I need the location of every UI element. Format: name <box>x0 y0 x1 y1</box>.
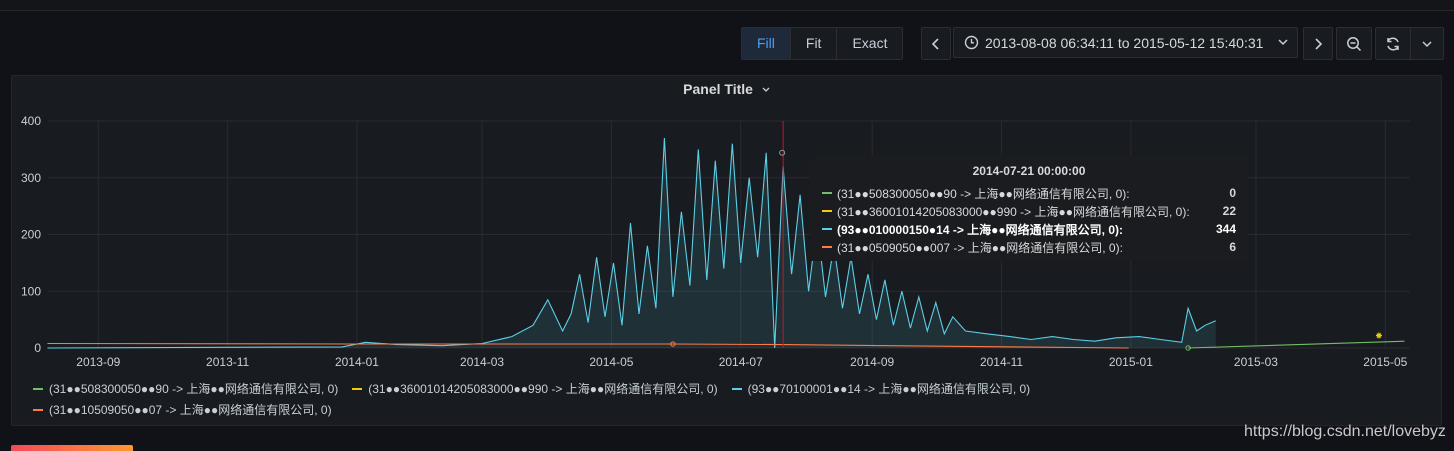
y-tick-label: 200 <box>21 228 41 242</box>
legend-item[interactable]: (93●●70100001●●14 -> 上海●●网络通信有限公司, 0) <box>731 380 1031 397</box>
crosshair <box>670 121 1191 351</box>
x-tick-label: 2015-03 <box>1234 355 1278 369</box>
y-tick-label: 300 <box>21 171 41 185</box>
x-tick-label: 2014-09 <box>850 355 894 369</box>
legend: (31●●508300050●●90 -> 上海●●网络通信有限公司, 0) (3… <box>33 378 1413 420</box>
y-tick-label: 400 <box>21 114 41 128</box>
panel-header[interactable]: Panel Title <box>0 81 1454 97</box>
refresh-button[interactable] <box>1376 28 1411 59</box>
tooltip-row: (31●●0509050●●007 -> 上海●●网络通信有限公司, 0): 6 <box>822 238 1236 256</box>
hover-point <box>779 149 786 156</box>
refresh-interval-dropdown[interactable] <box>1411 28 1443 59</box>
legend-color-swatch <box>352 387 363 390</box>
tooltip-series-value: 344 <box>1215 222 1236 236</box>
graph-tooltip: 2014-07-21 00:00:00 (31●●508300050●●90 -… <box>810 155 1248 261</box>
tooltip-series-label: (93●●010000150●14 -> 上海●●网络通信有限公司, 0): <box>837 222 1124 237</box>
x-axis: 2013-09 2013-11 2014-01 2014-03 2014-05 2014-… <box>76 355 1407 369</box>
zoom-out-icon <box>1347 36 1362 51</box>
clock-icon <box>964 35 979 50</box>
legend-label: (93●●70100001●●14 -> 上海●●网络通信有限公司, 0) <box>747 382 1031 396</box>
x-tick-label: 2015-01 <box>1109 355 1153 369</box>
x-tick-label: 2013-11 <box>206 355 249 369</box>
chevron-left-icon <box>931 37 939 50</box>
panel-title: Panel Title <box>683 81 753 97</box>
x-tick-label: 2015-05 <box>1363 355 1407 369</box>
series-yellow-line <box>1375 332 1382 339</box>
tooltip-row: (31●●508300050●●90 -> 上海●●网络通信有限公司, 0): 0 <box>822 184 1236 202</box>
tooltip-series-label: (31●●36001014205083000●●990 -> 上海●●网络通信有… <box>837 204 1190 219</box>
series-orange-line <box>47 342 1129 349</box>
x-tick-label: 2014-03 <box>460 355 504 369</box>
tooltip-row: (31●●36001014205083000●●990 -> 上海●●网络通信有… <box>822 202 1236 220</box>
x-tick-label: 2014-07 <box>719 355 763 369</box>
series-color-swatch <box>822 246 832 248</box>
series-color-swatch <box>822 210 832 212</box>
legend-label: (31●●36001014205083000●●990 -> 上海●●网络通信有… <box>368 382 718 396</box>
legend-label: (31●●10509050●●07 -> 上海●●网络通信有限公司, 0) <box>49 403 332 417</box>
legend-item[interactable]: (31●●10509050●●07 -> 上海●●网络通信有限公司, 0) <box>33 401 332 418</box>
x-tick-label: 2013-09 <box>76 355 120 369</box>
view-mode-toggle: Fill Fit Exact <box>741 27 904 60</box>
tooltip-series-value: 6 <box>1229 240 1236 254</box>
fit-button[interactable]: Fit <box>791 28 838 59</box>
x-tick-label: 2014-01 <box>335 355 379 369</box>
time-back-button[interactable] <box>921 27 951 60</box>
legend-color-swatch <box>33 408 43 411</box>
refresh-icon <box>1387 36 1399 51</box>
legend-item[interactable]: (31●●508300050●●90 -> 上海●●网络通信有限公司, 0) <box>33 380 338 397</box>
refresh-group <box>1375 27 1444 60</box>
tooltip-series-label: (31●●508300050●●90 -> 上海●●网络通信有限公司, 0): <box>837 186 1130 201</box>
y-tick-label: 0 <box>34 341 41 355</box>
x-tick-label: 2014-05 <box>589 355 633 369</box>
watermark: https://blog.csdn.net/lovebyz <box>1244 423 1446 440</box>
hover-point <box>1185 345 1191 351</box>
chevron-down-icon <box>1422 40 1432 47</box>
series-color-swatch <box>822 228 832 230</box>
y-tick-label: 100 <box>21 284 41 298</box>
legend-label: (31●●508300050●●90 -> 上海●●网络通信有限公司, 0) <box>49 382 339 396</box>
legend-color-swatch <box>731 387 742 390</box>
legend-item[interactable]: (31●●36001014205083000●●990 -> 上海●●网络通信有… <box>352 380 718 397</box>
y-axis: 0 100 200 300 400 <box>21 114 41 355</box>
chevron-down-icon <box>1278 39 1288 46</box>
next-panel-indicator <box>11 445 133 451</box>
x-tick-label: 2014-11 <box>980 355 1023 369</box>
series-color-swatch <box>822 192 832 194</box>
time-forward-button[interactable] <box>1303 27 1333 60</box>
tooltip-series-label: (31●●0509050●●007 -> 上海●●网络通信有限公司, 0): <box>837 240 1123 255</box>
chevron-down-icon <box>762 87 770 92</box>
exact-button[interactable]: Exact <box>852 35 888 51</box>
zoom-out-button[interactable] <box>1336 27 1372 60</box>
legend-color-swatch <box>33 387 43 390</box>
tooltip-series-value: 0 <box>1229 186 1236 200</box>
fill-button[interactable]: Fill <box>742 28 791 59</box>
series-green-line <box>1188 340 1405 349</box>
time-range-text: 2013-08-08 06:34:11 to 2015-05-12 15:40:… <box>985 34 1264 51</box>
tooltip-row: (93●●010000150●14 -> 上海●●网络通信有限公司, 0): 34… <box>822 220 1236 238</box>
tooltip-series-value: 22 <box>1222 204 1236 218</box>
series-cyan-area <box>47 138 1216 348</box>
hover-point <box>670 341 676 347</box>
top-bar <box>0 0 1454 11</box>
time-range-picker[interactable]: 2013-08-08 06:34:11 to 2015-05-12 15:40:… <box>953 27 1298 58</box>
chevron-right-icon <box>1315 37 1323 50</box>
tooltip-time: 2014-07-21 00:00:00 <box>972 164 1086 178</box>
